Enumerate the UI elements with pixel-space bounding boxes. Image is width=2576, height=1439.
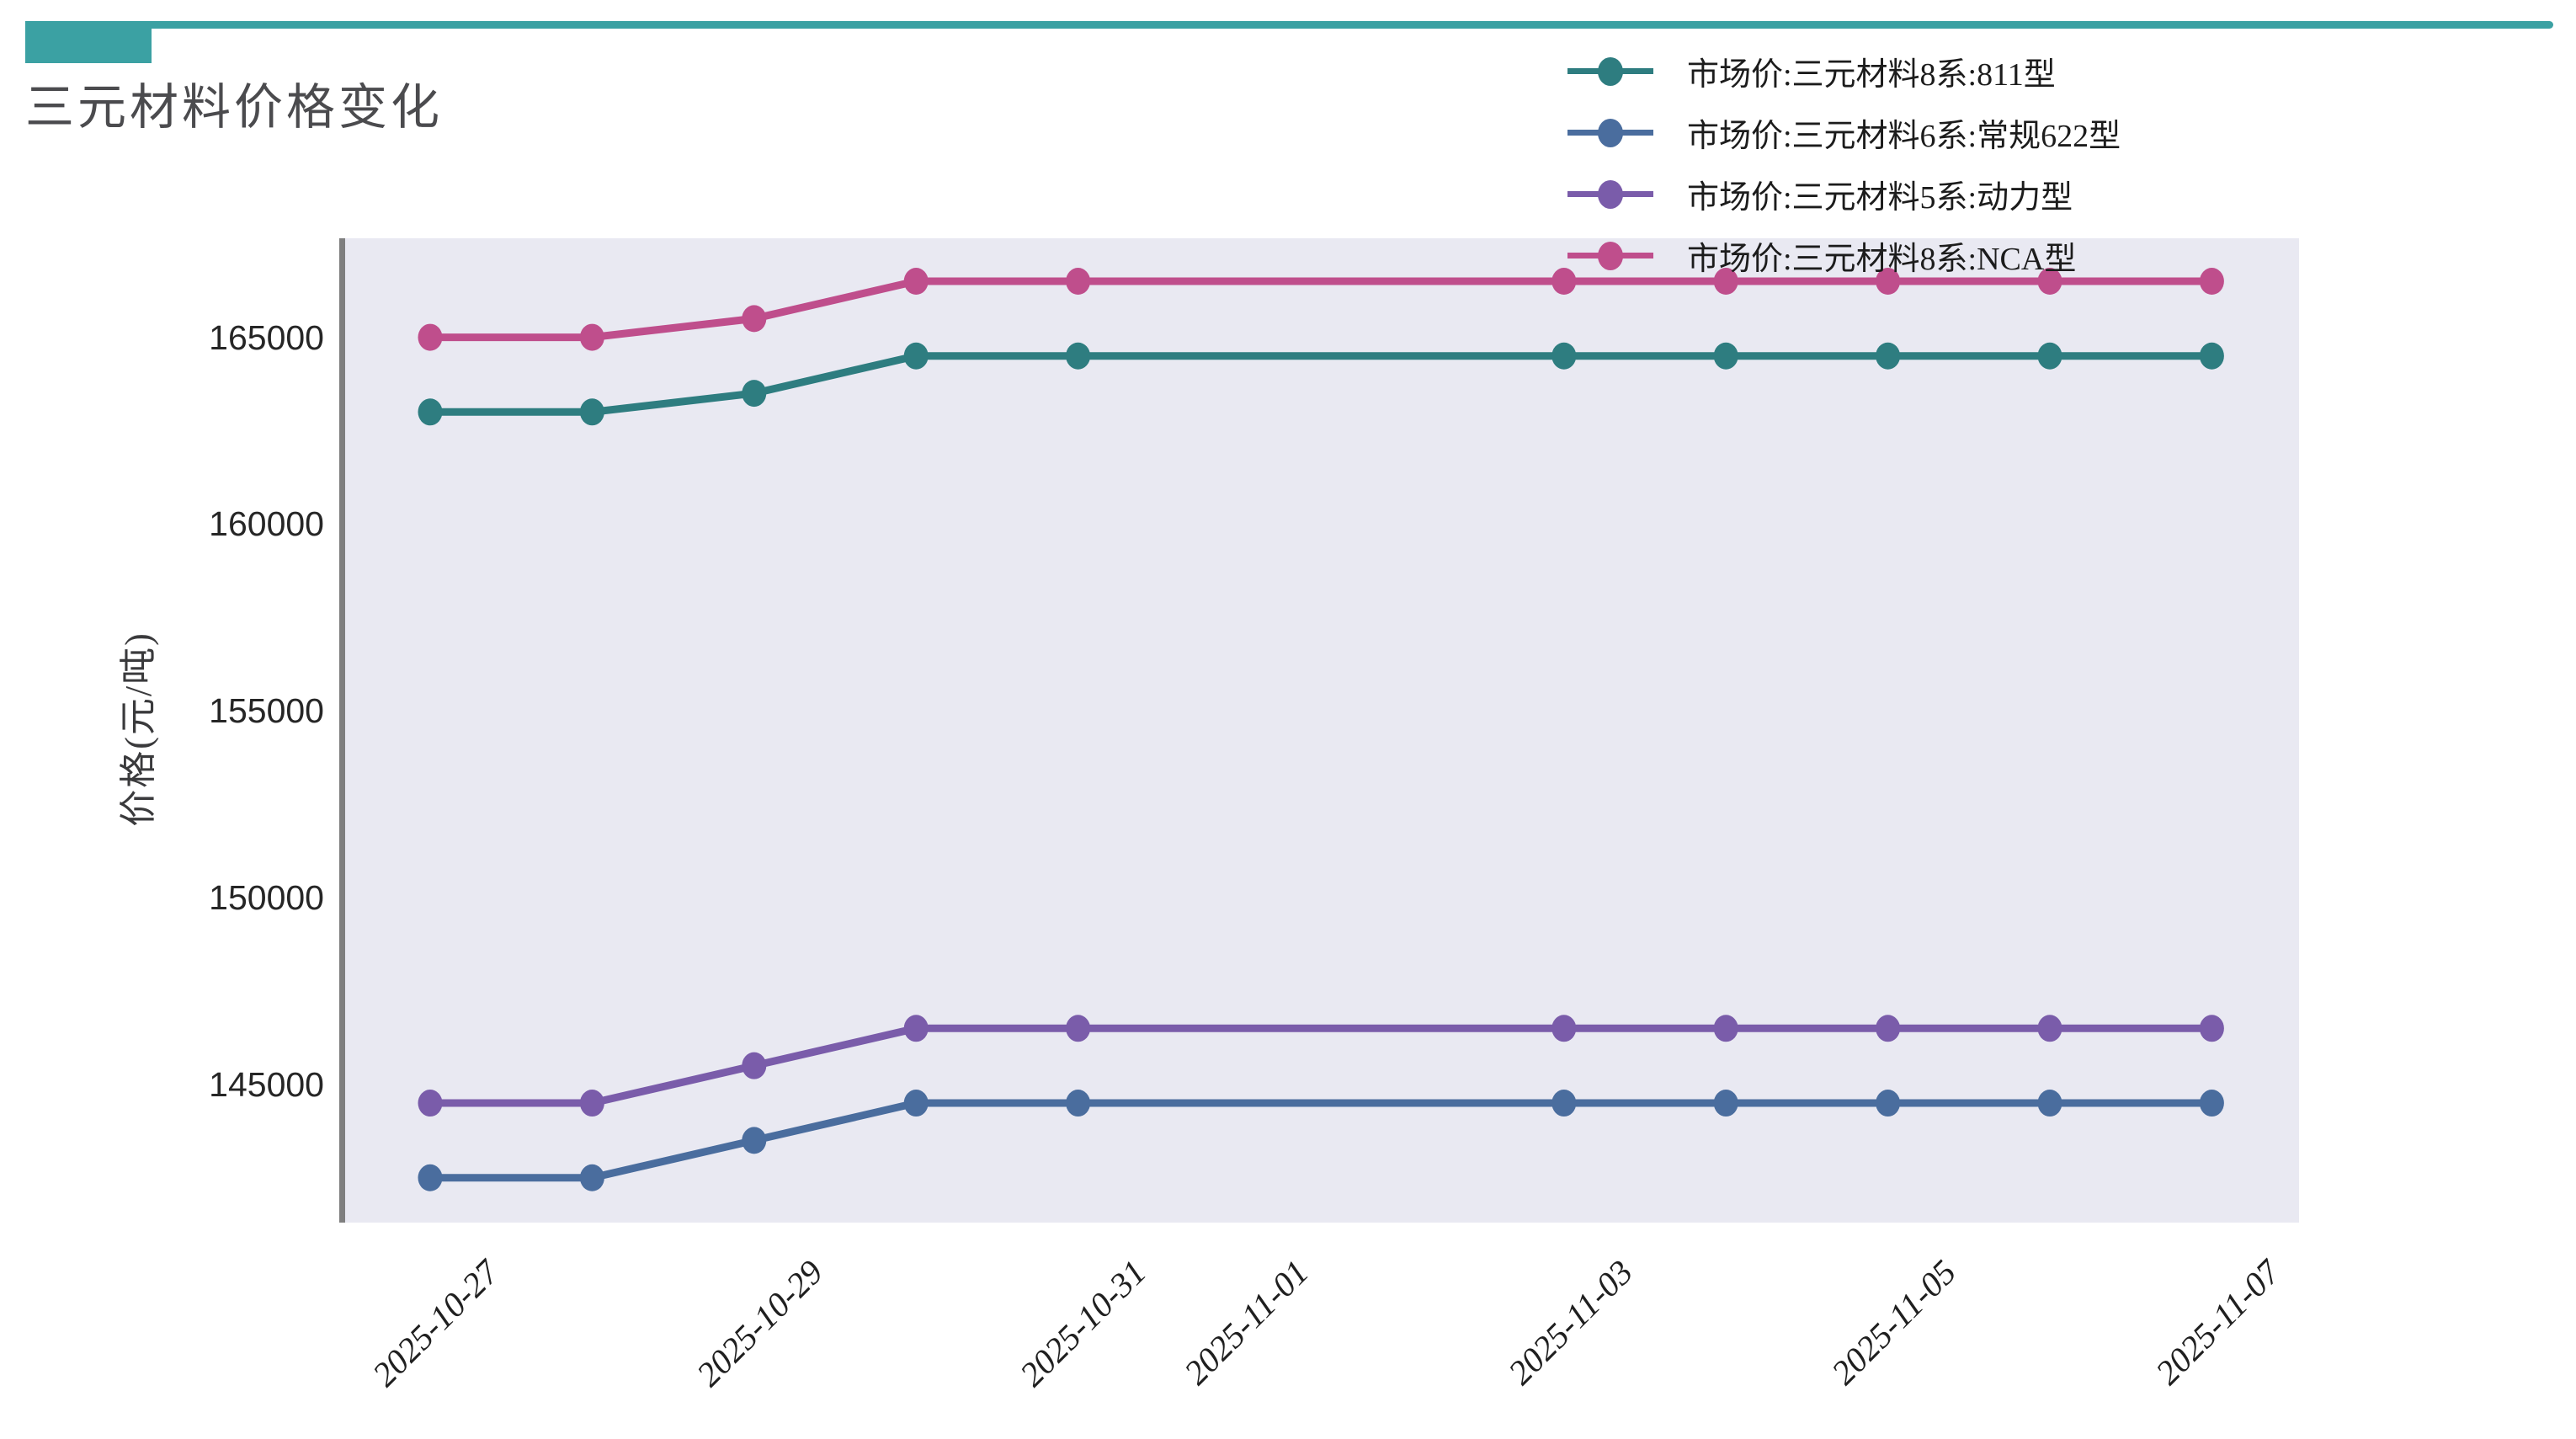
data-point-series-2: [1876, 1015, 1901, 1042]
data-point-series-1: [2037, 1090, 2062, 1117]
data-point-series-1: [2199, 1090, 2224, 1117]
data-point-series-2: [1713, 1015, 1738, 1042]
data-point-series-1: [1713, 1090, 1738, 1117]
legend-dot: [1598, 56, 1623, 86]
legend-line-dot-icon: [1567, 178, 1653, 211]
data-point-series-2: [742, 1052, 767, 1079]
legend-label: 市场价:三元材料8系:811型: [1687, 57, 2056, 93]
y-tick-label: 145000: [209, 1064, 324, 1104]
legend-dot: [1598, 179, 1623, 209]
legend-item-1: 市场价:三元材料6系:常规622型: [1567, 102, 2121, 163]
legend-item-3: 市场价:三元材料8系:NCA型: [1567, 225, 2121, 286]
y-tick-label: 155000: [209, 691, 324, 731]
data-point-series-1: [1066, 1090, 1091, 1117]
data-point-series-3: [1551, 268, 1577, 296]
series-line-3: [426, 277, 2216, 342]
data-point-series-1: [1551, 1090, 1577, 1117]
legend-dot: [1598, 241, 1623, 270]
data-point-series-3: [2199, 268, 2224, 296]
y-axis-title: 价格(元/吨): [118, 632, 159, 827]
y-axis-spine: [339, 238, 345, 1223]
data-point-series-2: [418, 1090, 443, 1117]
data-point-series-0: [1713, 342, 1738, 370]
legend: 市场价:三元材料8系:811型市场价:三元材料6系:常规622型 市场价:三元材料…: [1567, 40, 2121, 286]
data-point-series-3: [903, 268, 929, 296]
plot-background: [345, 238, 2299, 1223]
data-point-series-3: [2037, 268, 2062, 296]
legend-dot: [1598, 118, 1623, 147]
data-point-series-3: [1066, 268, 1091, 296]
legend-item-2: 市场价:三元材料5系:动力型: [1567, 163, 2121, 225]
y-tick-label: 165000: [209, 317, 324, 357]
data-point-series-0: [903, 342, 929, 370]
series-line-2: [426, 1024, 2216, 1107]
data-point-series-2: [2199, 1015, 2224, 1042]
data-point-series-1: [742, 1127, 767, 1154]
data-point-series-3: [742, 305, 767, 333]
legend-line-dot-icon: [1567, 55, 1653, 88]
data-point-series-0: [1551, 342, 1577, 370]
data-point-series-3: [418, 323, 443, 351]
legend-line-dot-icon: [1567, 116, 1653, 150]
data-point-series-0: [1876, 342, 1901, 370]
y-tick-label: 150000: [209, 878, 324, 918]
data-point-series-2: [1551, 1015, 1577, 1042]
data-point-series-3: [1713, 268, 1738, 296]
legend-label: 市场价:三元材料6系:常规622型: [1687, 119, 2121, 154]
data-point-series-3: [579, 323, 604, 351]
legend-item-0: 市场价:三元材料8系:811型: [1567, 40, 2121, 102]
legend-line-dot-icon: [1567, 239, 1653, 273]
data-point-series-1: [1876, 1090, 1901, 1117]
data-point-series-0: [1066, 342, 1091, 370]
chart-title: 三元材料价格变化: [25, 80, 444, 135]
series-line-0: [426, 352, 2216, 416]
data-point-series-0: [579, 398, 604, 426]
legend-label: 市场价:三元材料5系:动力型: [1687, 180, 2073, 216]
legend-label: 市场价:三元材料8系:NCA型: [1687, 242, 2077, 277]
y-tick-label: 160000: [209, 504, 324, 544]
data-point-series-2: [579, 1090, 604, 1117]
data-point-series-0: [418, 398, 443, 426]
data-point-series-1: [903, 1090, 929, 1117]
header-accent-block: [25, 21, 152, 63]
header-accent-rule: [25, 21, 2553, 29]
data-point-series-3: [1876, 268, 1901, 296]
series-line-1: [426, 1099, 2216, 1182]
data-point-series-0: [2037, 342, 2062, 370]
data-point-series-1: [579, 1164, 604, 1191]
data-point-series-2: [1066, 1015, 1091, 1042]
data-point-series-2: [903, 1015, 929, 1042]
data-point-series-1: [418, 1164, 443, 1191]
data-point-series-0: [742, 380, 767, 408]
data-point-series-2: [2037, 1015, 2062, 1042]
data-point-series-0: [2199, 342, 2224, 370]
